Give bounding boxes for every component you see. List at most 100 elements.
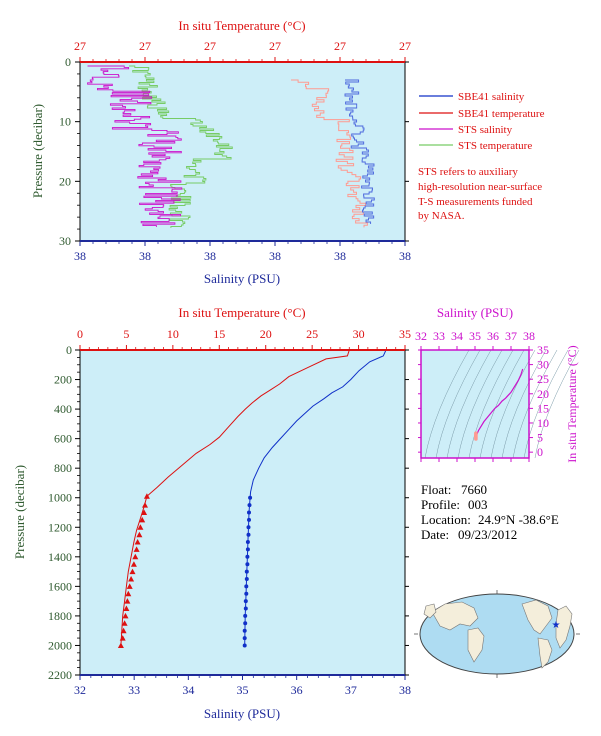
legend-label-sts-temperature: STS temperature bbox=[458, 140, 532, 152]
salinity-point bbox=[247, 517, 251, 522]
salinity-point bbox=[242, 643, 247, 648]
top-y-tick-label: 0 bbox=[65, 55, 71, 69]
ts-deep-point bbox=[474, 431, 478, 436]
ts-xlabel: Salinity (PSU) bbox=[437, 305, 513, 320]
temperature-point bbox=[126, 583, 133, 589]
top-legend: SBE41 salinity SBE41 temperature STS sal… bbox=[419, 91, 545, 152]
ts-y-tick-label: 35 bbox=[537, 343, 549, 357]
main-temp-tick-label: 20 bbox=[260, 327, 272, 341]
temperature-point bbox=[120, 627, 127, 634]
top-ylabel: Pressure (decibar) bbox=[30, 104, 45, 198]
note-line-1: STS refers to auxiliary bbox=[418, 166, 518, 178]
ts-x-tick-label: 35 bbox=[469, 329, 481, 343]
main-y-tick-label: 400 bbox=[54, 402, 72, 416]
salinity-point bbox=[244, 577, 249, 581]
date-label: Date: bbox=[421, 527, 449, 542]
ts-contour-line bbox=[457, 349, 503, 459]
note-line-4: by NASA. bbox=[418, 210, 465, 222]
ts-contour-line bbox=[446, 349, 492, 459]
ts-y-tick-label: 20 bbox=[537, 387, 549, 401]
ts-y-tick-label: 30 bbox=[537, 358, 549, 372]
ts-contour-line bbox=[523, 349, 569, 459]
temperature-point bbox=[143, 493, 150, 499]
map-land-west-edge bbox=[423, 603, 437, 619]
top-sal-tick-label: 38 bbox=[204, 249, 216, 263]
map-land bbox=[423, 599, 573, 669]
salinity-point bbox=[244, 591, 249, 596]
main-temp-tick-label: 30 bbox=[353, 327, 365, 341]
ts-contour-line bbox=[468, 349, 514, 459]
series-sts-temperature bbox=[129, 65, 233, 228]
main-y-tick-label: 1200 bbox=[48, 520, 72, 534]
main-temp-tick-label: 5 bbox=[123, 327, 129, 341]
series-sts-salinity bbox=[87, 65, 183, 227]
ts-y-tick-label: 15 bbox=[537, 401, 549, 415]
map-land-north-america bbox=[521, 599, 553, 635]
series-temperature-line bbox=[120, 349, 350, 646]
ts-ylabel: In situ Temperature (°C) bbox=[565, 345, 579, 462]
profile-label: Profile: bbox=[421, 497, 460, 512]
top-sal-tick-label: 38 bbox=[74, 249, 86, 263]
temperature-point bbox=[123, 605, 130, 611]
main-sal-tick-label: 32 bbox=[74, 683, 86, 697]
ts-contour-line bbox=[534, 349, 580, 459]
salinity-point bbox=[245, 540, 250, 544]
main-y-tick-label: 1600 bbox=[48, 579, 72, 593]
top-xlabel-top: In situ Temperature (°C) bbox=[178, 18, 305, 33]
temperature-point bbox=[125, 590, 132, 597]
temperature-point bbox=[128, 576, 135, 582]
temperature-point bbox=[124, 598, 131, 604]
float-value: 7660 bbox=[461, 482, 487, 497]
main-temp-tick-label: 35 bbox=[399, 327, 411, 341]
top-sal-tick-label: 38 bbox=[269, 249, 281, 263]
temperature-point bbox=[133, 546, 140, 552]
top-temp-tick-label: 27 bbox=[74, 39, 86, 53]
salinity-point bbox=[247, 503, 252, 508]
main-y-tick-label: 0 bbox=[66, 343, 72, 357]
main-series-group bbox=[117, 349, 387, 648]
ts-series-group bbox=[474, 368, 524, 441]
ts-contour-line bbox=[501, 349, 547, 459]
profile-value: 003 bbox=[468, 497, 488, 512]
temperature-point bbox=[122, 612, 129, 619]
ts-density-contours bbox=[424, 349, 580, 459]
float-label: Float: bbox=[421, 482, 451, 497]
legend-label-sts-salinity: STS salinity bbox=[458, 124, 513, 136]
salinity-point bbox=[244, 584, 249, 589]
main-y-tick-label: 2000 bbox=[48, 638, 72, 652]
salinity-point bbox=[243, 606, 248, 611]
ts-y-tick-label: 0 bbox=[537, 445, 543, 459]
salinity-point bbox=[245, 562, 250, 567]
ts-x-tick-label: 36 bbox=[487, 329, 499, 343]
main-sal-tick-label: 38 bbox=[399, 683, 411, 697]
main-plot-area bbox=[80, 350, 405, 675]
legend-label-sbe41-temperature: SBE41 temperature bbox=[458, 108, 545, 120]
world-map: ★ bbox=[414, 590, 580, 678]
top-temp-tick-label: 27 bbox=[334, 39, 346, 53]
note-line-3: T-S measurements funded bbox=[418, 196, 533, 208]
salinity-point bbox=[247, 510, 251, 515]
temperature-point bbox=[132, 553, 139, 560]
main-chart: 0 5 10 15 20 25 30 35 32 33 34 35 36 37 38 0 200 400 600 80… bbox=[12, 305, 411, 721]
main-y-tick-label: 1800 bbox=[48, 609, 72, 623]
series-sbe41-temperature bbox=[291, 79, 368, 228]
main-temp-tick-label: 10 bbox=[167, 327, 179, 341]
salinity-point bbox=[248, 495, 253, 500]
salinity-point bbox=[246, 532, 251, 537]
top-y-tick-label: 30 bbox=[59, 234, 71, 248]
temperature-point bbox=[130, 561, 137, 567]
ts-y-tick-label: 25 bbox=[537, 372, 549, 386]
salinity-point bbox=[243, 599, 248, 604]
temperature-point bbox=[134, 539, 141, 545]
main-y-tick-label: 800 bbox=[54, 461, 72, 475]
top-chart-ticks: 27 27 27 27 27 27 38 38 38 38 38 38 0 10 20 30 bbox=[59, 39, 411, 263]
salinity-point bbox=[245, 554, 250, 559]
top-sal-tick-label: 38 bbox=[139, 249, 151, 263]
top-sal-tick-label: 38 bbox=[334, 249, 346, 263]
ts-y-tick-label: 10 bbox=[537, 416, 549, 430]
float-info: Float: 7660 Profile: 003 Location: 24.9°… bbox=[421, 482, 559, 542]
map-land-australia bbox=[467, 627, 485, 663]
top-xlabel-bottom: Salinity (PSU) bbox=[204, 271, 280, 286]
